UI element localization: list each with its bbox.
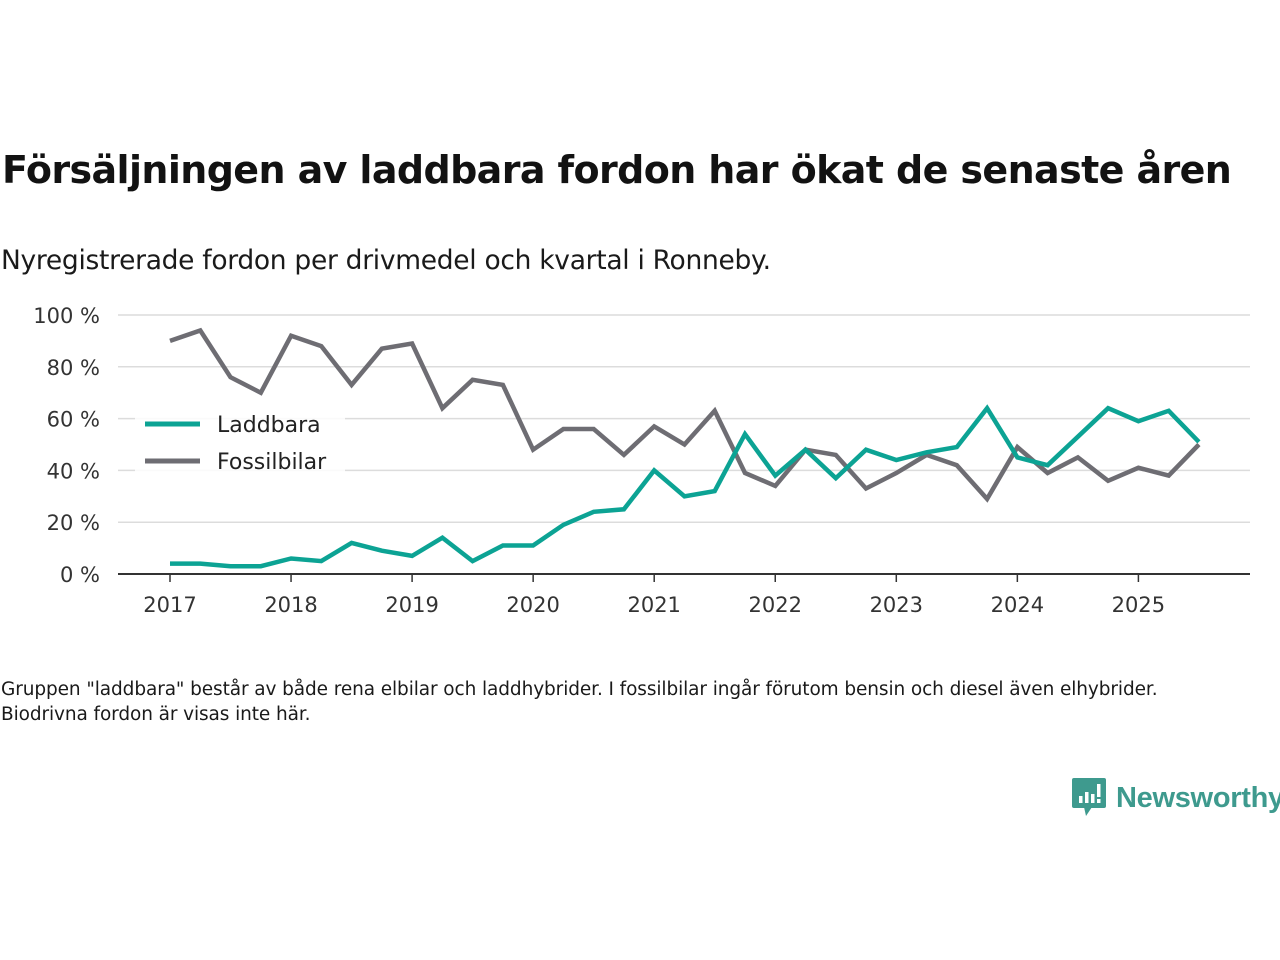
brand-logo: Newsworthy (1072, 776, 1280, 820)
x-axis: 2017 2018 2019 2020 2021 2022 2023 2024 2025 (118, 573, 1250, 617)
y-axis: 0 % 20 % 40 % 60 % 80 % 100 % (33, 304, 100, 587)
legend-label-laddbara: Laddbara (217, 413, 321, 438)
y-tick-label: 80 % (47, 356, 100, 380)
footnote: Gruppen "laddbara" består av både rena e… (1, 679, 1158, 725)
x-tick-label: 2024 (991, 593, 1044, 617)
chart-title: Försäljningen av laddbara fordon har öka… (2, 148, 1232, 192)
x-tick-label: 2018 (264, 593, 317, 617)
y-tick-label: 60 % (47, 408, 100, 432)
x-tick-label: 2021 (627, 593, 680, 617)
x-tick-label: 2025 (1112, 593, 1165, 617)
y-tick-label: 20 % (47, 511, 100, 535)
line-chart: 0 % 20 % 40 % 60 % 80 % 100 % 2017 2018 2019 202… (33, 304, 1250, 617)
y-tick-label: 100 % (33, 304, 100, 328)
legend-label-fossilbilar: Fossilbilar (217, 450, 327, 475)
y-tick-label: 40 % (47, 459, 100, 483)
x-tick-label: 2022 (749, 593, 802, 617)
brand-name: Newsworthy (1116, 781, 1280, 814)
chart-subtitle: Nyregistrerade fordon per drivmedel och … (1, 245, 771, 276)
bar-chart-speech-bubble-icon (1072, 776, 1106, 820)
x-tick-label: 2017 (143, 593, 196, 617)
legend: Laddbara Fossilbilar (135, 406, 345, 486)
x-tick-label: 2023 (870, 593, 923, 617)
x-tick-label: 2020 (506, 593, 559, 617)
series-lines (169, 327, 1201, 569)
legend-background (135, 406, 345, 486)
y-tick-label: 0 % (60, 563, 100, 587)
x-tick-label: 2019 (385, 593, 438, 617)
